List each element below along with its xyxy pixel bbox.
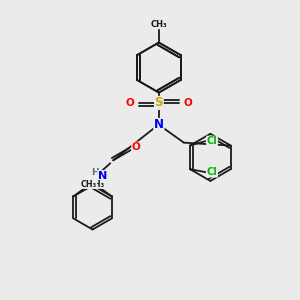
Text: N: N (154, 118, 164, 131)
Text: O: O (132, 142, 140, 152)
Text: S: S (154, 96, 163, 110)
Text: N: N (98, 171, 107, 181)
Text: H: H (91, 168, 98, 177)
Text: Cl: Cl (207, 167, 218, 177)
Text: CH₃: CH₃ (151, 20, 167, 29)
Text: CH₃: CH₃ (88, 179, 104, 188)
Text: O: O (125, 98, 134, 108)
Text: CH₃: CH₃ (81, 179, 97, 188)
Text: Cl: Cl (207, 136, 218, 146)
Text: O: O (184, 98, 193, 108)
